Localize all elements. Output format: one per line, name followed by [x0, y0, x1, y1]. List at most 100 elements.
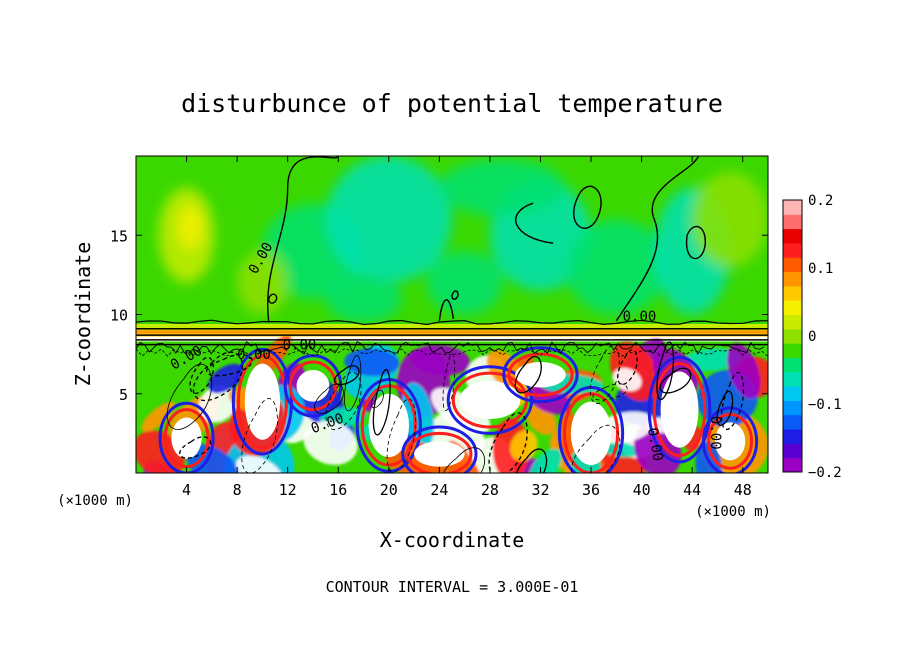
contour-line [386, 398, 417, 473]
contour-line [438, 299, 455, 321]
contour-line [136, 319, 768, 326]
colorbar-segment [783, 257, 802, 273]
eddy-rim-outer [502, 346, 579, 404]
contour-line [615, 156, 700, 322]
eddy-rim [652, 362, 707, 458]
x-tick-label: 40 [633, 481, 651, 499]
colorbar-segment [783, 371, 802, 387]
colorbar-segment [783, 386, 802, 401]
upper-patch [237, 251, 288, 315]
x-axis-ticks: 4 8 12 16 20 24 28 32 36 40 44 48 [182, 156, 752, 499]
contour-line [179, 436, 212, 459]
lower-layer-field [136, 335, 768, 473]
contour-line [514, 202, 554, 244]
contour-line [192, 351, 243, 402]
upper-patch [426, 251, 503, 315]
eddy-rim-outer [158, 401, 215, 473]
contour-line [325, 372, 362, 430]
contour-line [136, 340, 765, 356]
contour-line [241, 398, 278, 473]
eddy-core [244, 363, 281, 440]
contour-line [206, 354, 253, 377]
colorbar-segment [783, 242, 802, 258]
eddy [411, 344, 471, 376]
eddy [557, 410, 576, 452]
colorbar-tick-labels: 0.2 0.1 0 −0.1 −0.2 [808, 193, 842, 481]
plot-field: 0.000.000.000.000.000.00 0.000.00 [136, 156, 768, 473]
colorbar-segment [783, 228, 802, 244]
colorbar-segment [783, 214, 802, 230]
colorbar-segment [783, 429, 802, 444]
eddy-rim-outer [231, 347, 293, 456]
eddy [431, 387, 491, 435]
colorbar-segment [783, 443, 802, 459]
contour-line [268, 293, 278, 304]
upper-patches [158, 156, 768, 323]
eddy [235, 455, 283, 473]
contour-label: 0.00 [623, 309, 657, 325]
eddy-core [171, 417, 202, 459]
contour-line [442, 353, 456, 411]
colorbar-segment [783, 200, 802, 215]
contour-interval-note: CONTOUR INTERVAL = 3.000E-01 [326, 578, 579, 596]
x-tick-label: 28 [481, 481, 499, 499]
colorbar-segment [783, 300, 802, 316]
contour-line [656, 341, 675, 400]
chart-title: disturbunce of potential temperature [181, 89, 723, 118]
eddy-core [459, 381, 521, 420]
contour-line [372, 368, 391, 436]
contour-line [685, 225, 706, 260]
contour-lines [136, 156, 768, 473]
inversion-band [136, 324, 768, 331]
eddy-rim [288, 360, 338, 412]
upper-patch [177, 205, 203, 250]
eddy-core [714, 422, 746, 461]
contour-line [333, 365, 360, 386]
x-axis-label: X-coordinate [380, 528, 525, 552]
upper-layer-field [136, 156, 768, 342]
inversion-band [136, 330, 768, 334]
eddy-rim-outer [702, 406, 759, 473]
eddy-rim [406, 431, 473, 473]
colorbar-segment [783, 285, 802, 301]
colorbar-segment [783, 328, 802, 344]
x-tick-label: 16 [329, 481, 347, 499]
eddy-rim-outer [647, 355, 712, 464]
colorbar-tick-label: −0.1 [808, 397, 842, 413]
eddy-core [570, 401, 612, 466]
upper-patch [325, 156, 452, 283]
eddy-rim [507, 352, 574, 397]
contour-line [617, 349, 638, 386]
contour-label: 0.00 [644, 427, 666, 463]
colorbar-segment [783, 400, 802, 416]
eddy-rim-outer [557, 385, 625, 473]
x-tick-label: 48 [734, 481, 752, 499]
eddy-rim [163, 408, 210, 469]
eddy-core [368, 393, 410, 458]
contour-line [344, 355, 362, 411]
colorbar-tick-label: 0.2 [808, 193, 833, 209]
inversion-band [136, 336, 768, 342]
contour-line [659, 367, 692, 394]
eddy-rim [236, 354, 288, 450]
y-tick-label: 10 [110, 307, 128, 325]
contour-line [136, 348, 768, 357]
eddy [141, 401, 176, 432]
upper-patch [565, 219, 667, 315]
y-tick-label: 5 [119, 386, 128, 404]
eddy-core [660, 371, 699, 448]
colorbar-frame [782, 199, 803, 473]
eddy [695, 441, 722, 473]
y-axis-label: Z-coordinate [71, 242, 95, 387]
contour-line [716, 390, 734, 427]
colorbar-segment [783, 343, 802, 358]
x-tick-label: 44 [683, 481, 701, 499]
x-tick-label: 24 [430, 481, 448, 499]
colorbar-segment [783, 271, 802, 287]
x-axis-unit-right: (×1000 m) [695, 504, 771, 520]
eddy [303, 420, 358, 465]
x-tick-label: 32 [531, 481, 549, 499]
contour-label: 0.00 [707, 416, 723, 450]
x-tick-label: 20 [380, 481, 398, 499]
